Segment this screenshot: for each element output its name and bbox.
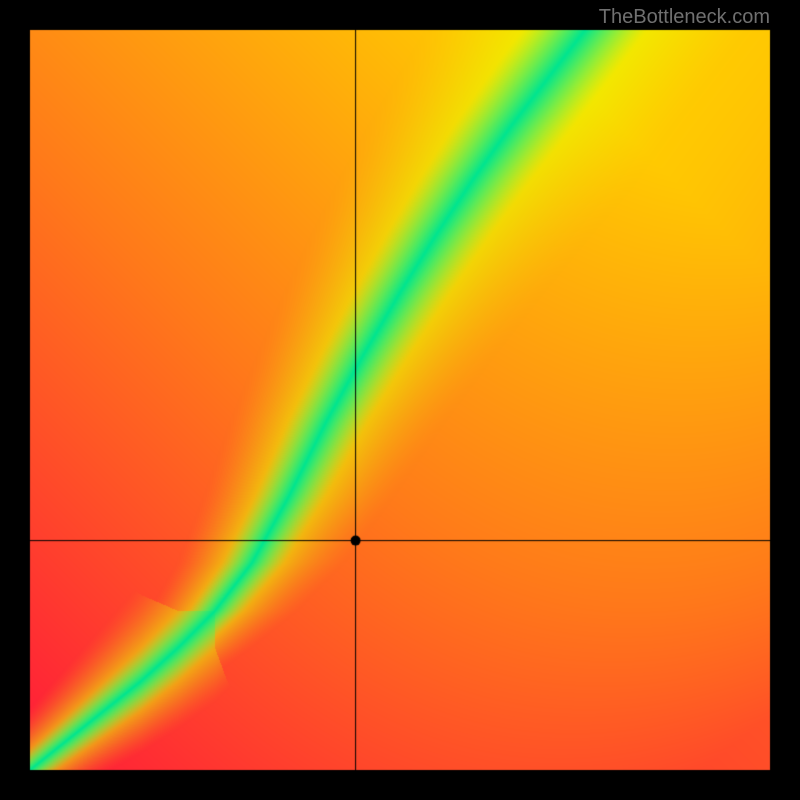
heatmap-canvas xyxy=(0,0,800,800)
watermark-label: TheBottleneck.com xyxy=(599,6,770,29)
chart-frame: TheBottleneck.com xyxy=(0,0,800,800)
